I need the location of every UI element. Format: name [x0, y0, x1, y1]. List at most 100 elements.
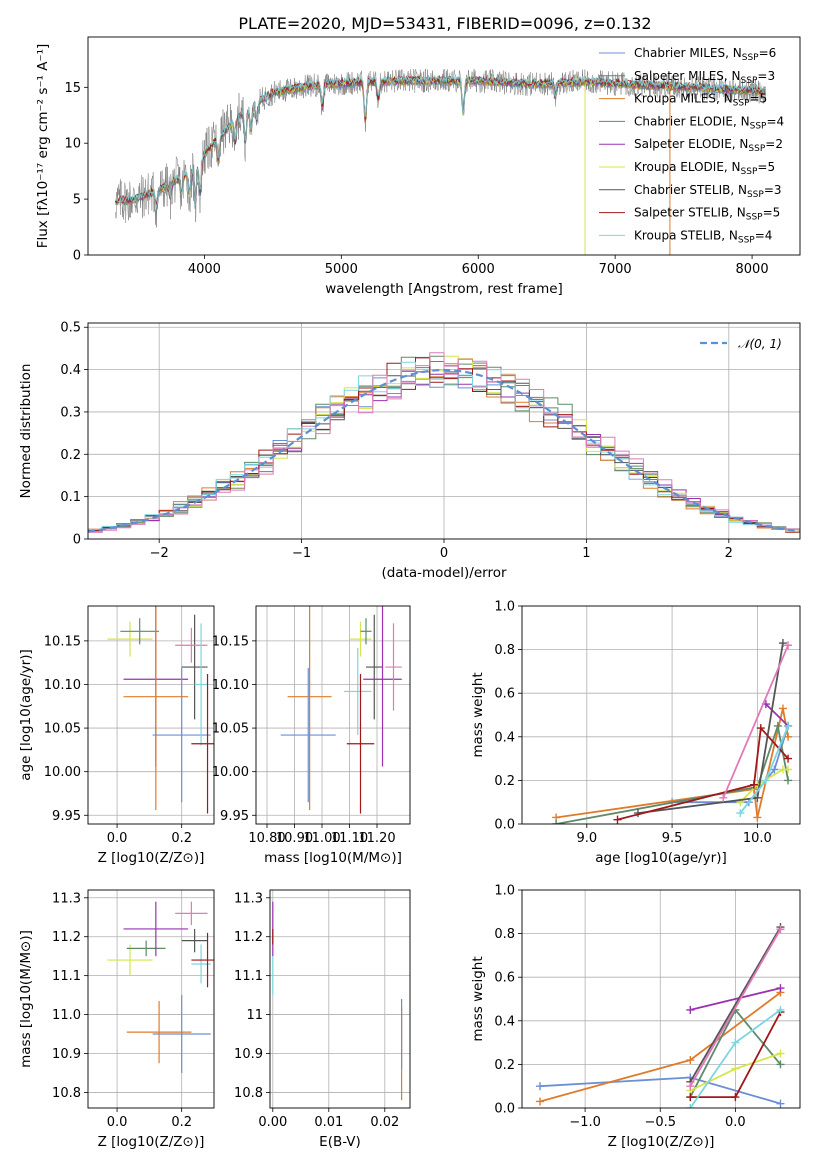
errorbar-point: [194, 623, 208, 746]
weight-marker: [736, 809, 745, 818]
x-tick-label: 0.02: [370, 1115, 399, 1130]
errorbar-point: [360, 618, 372, 645]
legend-entry: Chabrier STELIB, NSSP=3: [634, 183, 782, 200]
axes-frame: [269, 889, 411, 1109]
legend-sub: SSP: [738, 235, 755, 245]
y-tick-label: 10.10: [212, 678, 249, 693]
legend-entry: Chabrier ELODIE, NSSP=4: [634, 114, 784, 131]
legend-val: =3: [757, 69, 775, 83]
panel-weight_vs_Z: −1.0 −0.5 0.0 0.0 0.2 0.4 0.6 0.8 1.0 Z [log10(Z/…: [470, 884, 801, 1150]
y-tick-label: 10.05: [212, 722, 249, 737]
x-tick-label: 5000: [325, 262, 358, 277]
errorbar-point: [385, 623, 402, 711]
weight-marker: [731, 1064, 740, 1073]
y-tick-label: 10.9: [234, 1047, 263, 1062]
axes-frame: [521, 889, 801, 1109]
errorbar-point: [152, 995, 211, 1073]
x-tick-label: 7000: [599, 262, 632, 277]
weight-marker: [686, 1005, 695, 1014]
legend-val: =6: [759, 46, 777, 60]
x-axis-label: wavelength [Angstrom, rest frame]: [325, 281, 563, 297]
axes-frame: [255, 605, 411, 825]
weight-marker: [776, 1005, 785, 1014]
x-tick-label: 0.2: [171, 1115, 192, 1130]
y-tick-label: 10.05: [44, 722, 81, 737]
weight-marker: [770, 765, 779, 774]
legend-sub: SSP: [733, 99, 750, 109]
x-tick-label: 9.5: [662, 831, 683, 846]
normal-curve: [88, 368, 800, 533]
axes-frame: [87, 889, 215, 1109]
weight-marker: [784, 765, 793, 774]
x-tick-label: 8000: [736, 262, 769, 277]
y-tick-label: 11.3: [52, 891, 81, 906]
panel-residuals: −2 −1 0 1 2 0 0.1 0.2 0.3 0.4 0.5 (data-model)/erro…: [18, 321, 801, 581]
y-tick-label: 1.0: [494, 600, 515, 615]
y-tick-label: 10.00: [44, 765, 81, 780]
weight-marker: [778, 639, 787, 648]
errorbar-point: [366, 614, 383, 720]
x-tick-label: 2: [725, 546, 733, 561]
weight-marker: [784, 732, 793, 741]
errorbar-point: [346, 674, 375, 814]
errorbar-point: [287, 606, 332, 811]
legend-entry: Salpeter MILES, NSSP=3: [634, 69, 775, 86]
legend-entry: Chabrier MILES, NSSP=6: [634, 46, 776, 63]
x-tick-label: 10.90: [276, 831, 313, 846]
weight-line-8: [689, 928, 782, 1087]
errorbar-point: [175, 627, 208, 663]
errorbar-point: [191, 674, 214, 814]
plot-area-mass_vs_Z: [88, 890, 214, 1108]
y-axis-label: Normed distribution: [18, 364, 34, 499]
x-tick-label: −1: [292, 546, 311, 561]
legend-val: =5: [757, 160, 775, 174]
y-tick-label: 0: [73, 249, 81, 264]
x-tick-label: 11.00: [303, 831, 340, 846]
y-tick-label: 0.3: [60, 405, 81, 420]
errorbar-point: [181, 928, 208, 953]
y-tick-label: 11.0: [52, 1008, 81, 1023]
legend-sub: SSP: [748, 144, 765, 154]
y-tick-label: 0.0: [494, 1102, 515, 1117]
y-axis-label: age [log10(age/yr)]: [18, 649, 34, 781]
weight-marker: [613, 815, 622, 824]
panel-mass_vs_Z: 0.0 0.2 10.8 10.9 11.0 11.1 11.2 11.3 Z [log10(Z…: [18, 889, 215, 1150]
y-tick-label: 5: [73, 193, 81, 208]
plot-area-weight_vs_Z: [522, 890, 800, 1108]
errorbar-point: [120, 618, 160, 645]
y-axis-label: mass weight: [470, 672, 486, 757]
x-tick-label: 0.0: [107, 831, 128, 846]
weight-line-2: [690, 987, 781, 1011]
plot-area-age_vs_mass: [256, 606, 410, 824]
errorbar-point: [123, 901, 189, 957]
errorbar-point: [123, 606, 189, 811]
errorbar-point: [349, 621, 372, 657]
weight-marker: [784, 641, 793, 650]
y-axis-label: Flux [fλ10⁻¹⁷ erg cm⁻² s⁻¹ A⁻¹]: [35, 44, 51, 249]
y-tick-label: 9.95: [220, 809, 249, 824]
weight-marker: [756, 724, 765, 733]
x-tick-label: 10.0: [743, 831, 772, 846]
errorbar-point: [363, 606, 402, 767]
legend-val: =5: [750, 92, 768, 106]
legend-sub: SSP: [747, 190, 764, 200]
weight-line-8: [722, 644, 789, 799]
plot-area-mass_vs_ebv: [270, 890, 410, 1108]
errorbar-point: [126, 940, 166, 957]
panel-spectrum: 4000 5000 6000 7000 8000 0 5 10 15 wavelength [An…: [35, 36, 801, 297]
x-tick-label: −0.5: [644, 1115, 676, 1130]
errorbar-point: [344, 647, 372, 736]
errorbar-point: [152, 667, 211, 803]
y-tick-label: 0.1: [60, 490, 81, 505]
x-axis-label: Z [log10(Z/Z⊙)]: [98, 850, 205, 866]
weight-line-6: [617, 726, 789, 821]
y-tick-label: 10: [64, 137, 81, 152]
y-tick-label: 0.0: [494, 818, 515, 833]
weight-marker: [552, 820, 561, 824]
x-axis-label: mass [log10(M/M⊙)]: [264, 850, 402, 866]
y-tick-label: 15: [64, 81, 81, 96]
errorbar-point: [107, 621, 153, 657]
errorbar-point: [191, 932, 214, 988]
